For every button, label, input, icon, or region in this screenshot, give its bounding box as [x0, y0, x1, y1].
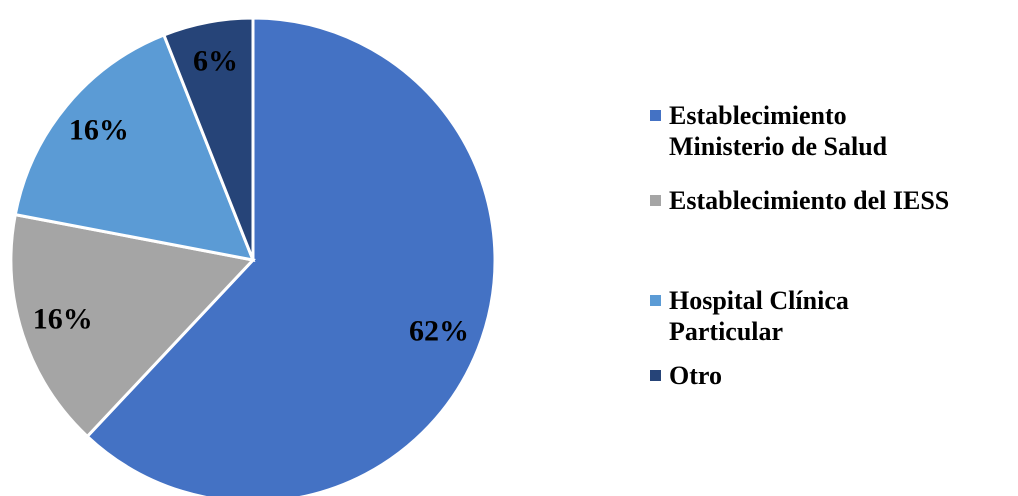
- legend-item: Otro: [650, 360, 1010, 391]
- data-label: 16%: [69, 113, 129, 146]
- pie-slice: [161, 16, 255, 261]
- data-label: 62%: [409, 315, 469, 348]
- pie-slice: [85, 16, 497, 496]
- data-label: 16%: [33, 303, 93, 336]
- legend-swatch: [650, 370, 661, 381]
- legend-swatch: [650, 110, 661, 121]
- legend-label: Hospital Clínica Particular: [669, 286, 849, 346]
- legend-item: Establecimiento Ministerio de Salud: [650, 100, 1010, 162]
- pie-slice: [9, 212, 256, 439]
- legend-swatch: [650, 195, 661, 206]
- legend-item: Hospital Clínica Particular: [650, 285, 1010, 347]
- data-label: 6%: [193, 44, 238, 77]
- legend-label: Establecimiento del IESS: [669, 186, 950, 215]
- legend-swatch: [650, 295, 661, 306]
- legend-label: Establecimiento Ministerio de Salud: [669, 101, 888, 161]
- pie-slice: [13, 33, 256, 262]
- legend-label: Otro: [669, 361, 722, 390]
- legend-item: Establecimiento del IESS: [650, 185, 1010, 216]
